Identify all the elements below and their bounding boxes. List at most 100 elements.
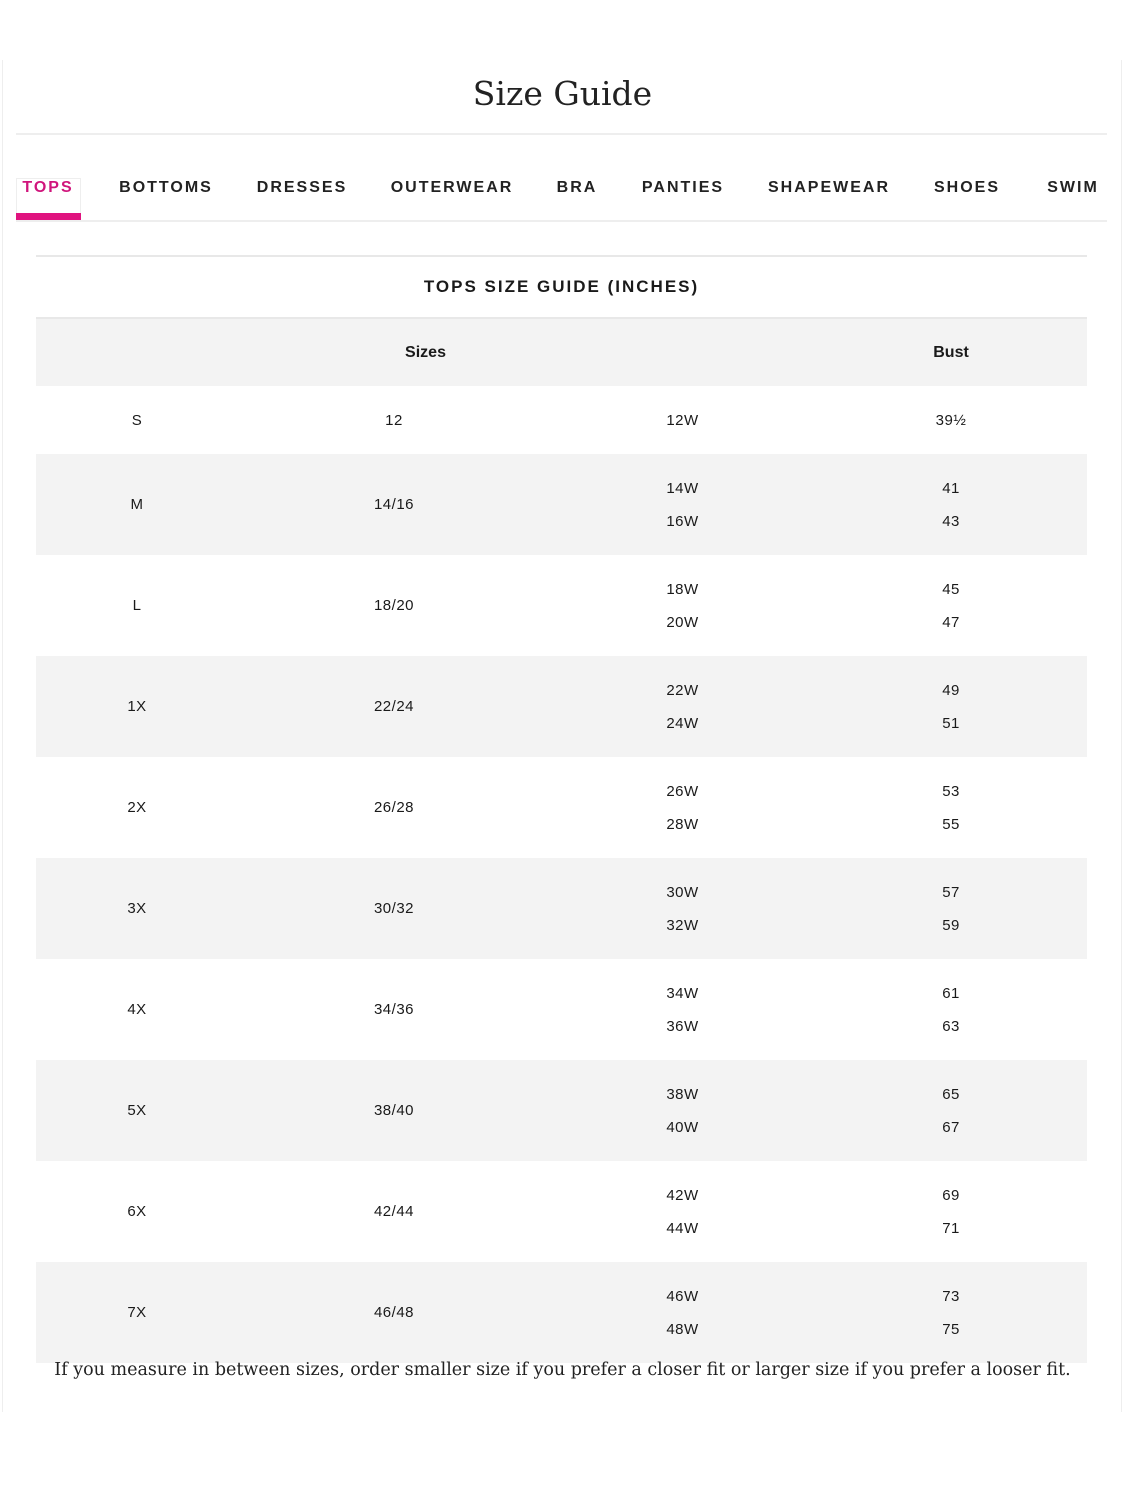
tab-tops[interactable]: TOPS [22,179,74,196]
cell-numeric-size-value: 14/16 [373,496,415,513]
cell-bust-value: 47 [942,613,960,631]
cell-bust-value: 53 [942,782,960,800]
cell-letter-size: 5X [36,1060,238,1161]
cell-numeric-size: 46/48 [238,1262,550,1363]
cell-numeric-size-value: 12 [385,411,403,429]
cell-bust-value: 75 [942,1320,960,1338]
cell-numeric-size: 42/44 [238,1161,550,1262]
cell-letter-size: 7X [36,1262,238,1363]
header-sizes: Sizes [36,319,816,386]
cell-letter-size: 1X [36,656,238,757]
cell-letter-size-value: L [132,597,142,614]
active-tab-indicator [16,213,81,220]
cell-women-size-value: 48W [666,1320,699,1338]
cell-numeric-size: 30/32 [238,858,550,959]
cell-letter-size: L [36,555,238,656]
table-row: 6X 42/44 42W 44W 69 71 [36,1161,1087,1262]
tab-dresses[interactable]: DRESSES [256,179,348,196]
cell-women-size-value: 40W [666,1118,699,1136]
cell-letter-size-value: 1X [127,698,147,715]
cell-numeric-size-value: 46/48 [373,1304,415,1321]
cell-numeric-size-value: 30/32 [373,900,415,917]
cell-letter-size-value: 6X [127,1203,147,1220]
cell-letter-size-value: 2X [127,799,147,816]
cell-numeric-size: 18/20 [238,555,550,656]
cell-women-size-value: 24W [666,714,699,732]
cell-bust: 69 71 [815,1161,1087,1262]
cell-bust-value: 55 [942,815,960,833]
cell-letter-size: 6X [36,1161,238,1262]
cell-women-size-value: 18W [666,580,699,598]
cell-bust-value: 71 [942,1219,960,1237]
cell-bust-value: 63 [942,1017,960,1035]
cell-numeric-size-value: 34/36 [373,1001,415,1018]
cell-letter-size-value: 7X [127,1304,147,1321]
tab-panties[interactable]: PANTIES [641,179,725,196]
cell-bust-value: 57 [942,883,960,901]
tab-shapewear[interactable]: SHAPEWEAR [767,179,891,196]
cell-women-size-value: 30W [666,883,699,901]
cell-women-size-value: 22W [666,681,699,699]
tab-bra[interactable]: BRA [556,179,598,196]
table-row: 1X 22/24 22W 24W 49 51 [36,656,1088,757]
cell-women-size: 34W 36W [550,959,815,1060]
cell-women-size-value: 20W [666,613,699,631]
cell-women-size-value: 32W [666,916,699,934]
cell-bust-value: 39½ [935,411,967,429]
cell-bust: 39½ [815,386,1087,454]
cell-bust: 61 63 [815,959,1087,1060]
cell-women-size: 14W 16W [550,454,816,555]
cell-bust: 53 55 [815,757,1087,858]
cell-letter-size-value: 4X [127,1001,147,1018]
cell-bust: 65 67 [815,1060,1088,1161]
cell-letter-size: 2X [36,757,238,858]
cell-women-size-value: 28W [666,815,699,833]
cell-women-size: 18W 20W [550,555,815,656]
fit-note: If you measure in between sizes, order s… [54,1360,1071,1380]
active-tab-box [16,178,81,214]
cell-women-size-value: 38W [666,1085,699,1103]
cell-numeric-size: 34/36 [238,959,550,1060]
cell-women-size-value: 34W [666,984,699,1002]
size-table-container: TOPS SIZE GUIDE (INCHES) Sizes Bust S 12 1… [36,255,1088,1363]
tab-shoes[interactable]: SHOES [933,179,1001,196]
table-row: L 18/20 18W 20W 45 47 [36,555,1087,656]
cell-women-size: 38W 40W [550,1060,816,1161]
cell-letter-size: 3X [36,858,238,959]
cell-bust: 41 43 [815,454,1088,555]
cell-bust: 49 51 [815,656,1088,757]
cell-women-size: 26W 28W [550,757,815,858]
table-body: S 12 12W 39½ M 14/16 14W 16W 41 43 L 18/20 18W 20W 45 4… [36,386,1088,1363]
cell-women-size-value: 14W [666,479,699,497]
tab-swim[interactable]: SWIM [1047,179,1099,196]
cell-bust-value: 65 [942,1085,960,1103]
tab-outerwear[interactable]: OUTERWEAR [390,179,514,196]
cell-women-size: 42W 44W [550,1161,815,1262]
table-caption: TOPS SIZE GUIDE (INCHES) [36,257,1087,319]
table-row: 4X 34/36 34W 36W 61 63 [36,959,1087,1060]
cell-women-size: 22W 24W [550,656,816,757]
cell-letter-size: M [36,454,238,555]
cell-numeric-size: 38/40 [238,1060,550,1161]
cell-women-size-value: 16W [666,512,699,530]
cell-numeric-size-value: 22/24 [373,698,415,715]
page-title: Size Guide [472,74,653,113]
tab-bottoms[interactable]: BOTTOMS [119,179,213,196]
cell-numeric-size-value: 38/40 [373,1102,415,1119]
cell-bust-value: 45 [942,580,960,598]
cell-letter-size-value: 3X [127,900,147,917]
cell-women-size-value: 46W [666,1287,699,1305]
cell-numeric-size: 14/16 [238,454,550,555]
size-table: Sizes Bust S 12 12W 39½ M 14/16 14W 16W 41 43 L 18/… [36,319,1088,1363]
header-bust: Bust [815,319,1088,386]
cell-women-size: 46W 48W [550,1262,816,1363]
divider [16,133,1107,135]
cell-bust-value: 67 [942,1118,960,1136]
cell-letter-size-value: 5X [127,1102,147,1119]
cell-bust-value: 43 [942,512,960,530]
category-tabs: TOPS BOTTOMS DRESSES OUTERWEAR BRA PANTI… [16,170,1107,222]
cell-bust-value: 59 [942,916,960,934]
cell-numeric-size: 22/24 [238,656,550,757]
cell-bust-value: 73 [942,1287,960,1305]
cell-numeric-size: 26/28 [238,757,550,858]
